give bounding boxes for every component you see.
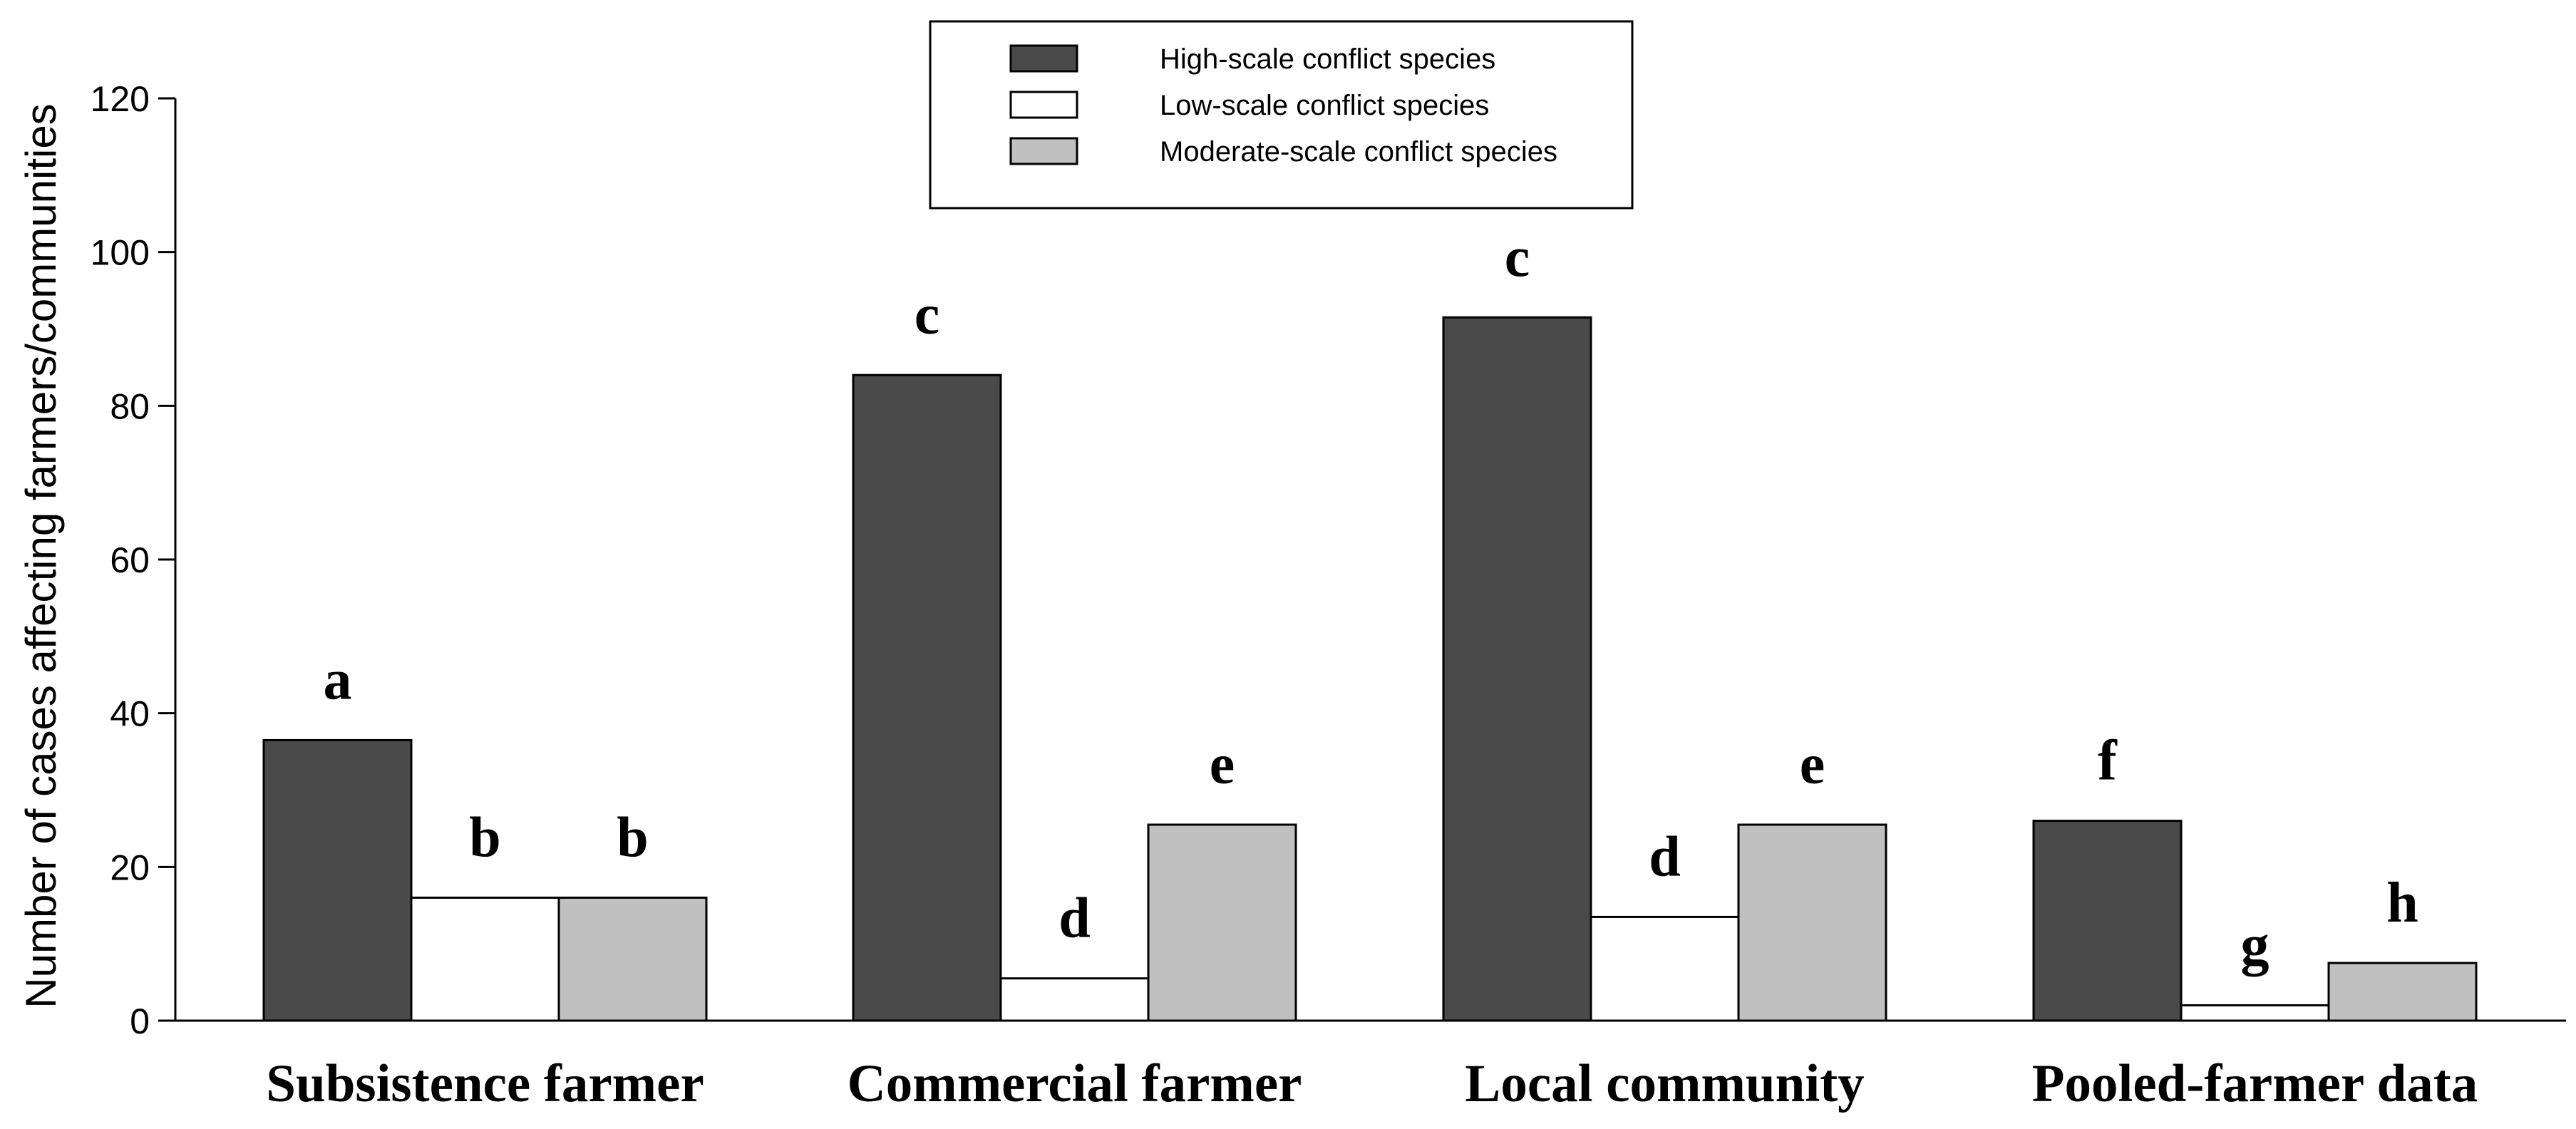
significance-labels: a b b c d e c d e f g h: [324, 226, 2418, 976]
significance-label: g: [2241, 914, 2270, 976]
y-tick-label: 20: [110, 847, 150, 887]
category-labels: Subsistence farmer Commercial farmer Local…: [266, 1054, 2478, 1113]
bar: [2180, 1004, 2330, 1022]
significance-label: c: [915, 284, 940, 346]
bar: [1147, 823, 1297, 1022]
y-axis-title: Number of cases affecting farmers/commun…: [17, 103, 65, 1008]
significance-label: c: [1505, 226, 1530, 289]
y-tick-label: 120: [91, 79, 150, 119]
legend-label: Low-scale conflict species: [1160, 90, 1489, 121]
category-label: Subsistence farmer: [266, 1054, 704, 1113]
legend: High-scale conflict species Low-scale con…: [929, 20, 1634, 210]
category-label: Pooled-farmer data: [2032, 1054, 2478, 1113]
legend-label: Moderate-scale conflict species: [1160, 136, 1557, 167]
y-tick-label: 60: [110, 540, 150, 580]
significance-label: e: [1210, 733, 1235, 796]
bar: [999, 977, 1150, 1022]
bar: [1590, 915, 1740, 1022]
bar: [2032, 820, 2183, 1022]
bar: [410, 896, 560, 1022]
bar: [1737, 823, 1887, 1022]
bar: [262, 738, 413, 1022]
bars: [262, 316, 2478, 1022]
category-label: Commercial farmer: [847, 1054, 1302, 1113]
significance-label: d: [1649, 825, 1681, 888]
significance-label: f: [2098, 730, 2118, 793]
y-axis: 0 20 40 60 80 100 120: [91, 79, 177, 1041]
y-tick-label: 40: [110, 694, 150, 734]
significance-label: b: [617, 806, 649, 869]
significance-label: a: [324, 649, 352, 711]
bar: [2327, 962, 2478, 1022]
significance-label: d: [1058, 887, 1091, 950]
legend-swatch: [1009, 91, 1078, 119]
significance-label: h: [2386, 872, 2418, 934]
bar: [852, 373, 1002, 1022]
legend-swatch: [1009, 44, 1078, 73]
legend-swatch: [1009, 137, 1078, 165]
legend-label: High-scale conflict species: [1160, 43, 1495, 75]
significance-label: b: [469, 806, 501, 869]
significance-label: e: [1800, 733, 1825, 796]
bar: [1442, 316, 1592, 1022]
y-tick-label: 100: [91, 233, 150, 273]
y-tick-label: 0: [130, 1001, 150, 1041]
legend-items: High-scale conflict species Low-scale con…: [1009, 43, 1557, 167]
bar: [557, 896, 708, 1022]
category-label: Local community: [1465, 1054, 1864, 1113]
y-tick-label: 80: [110, 386, 150, 426]
